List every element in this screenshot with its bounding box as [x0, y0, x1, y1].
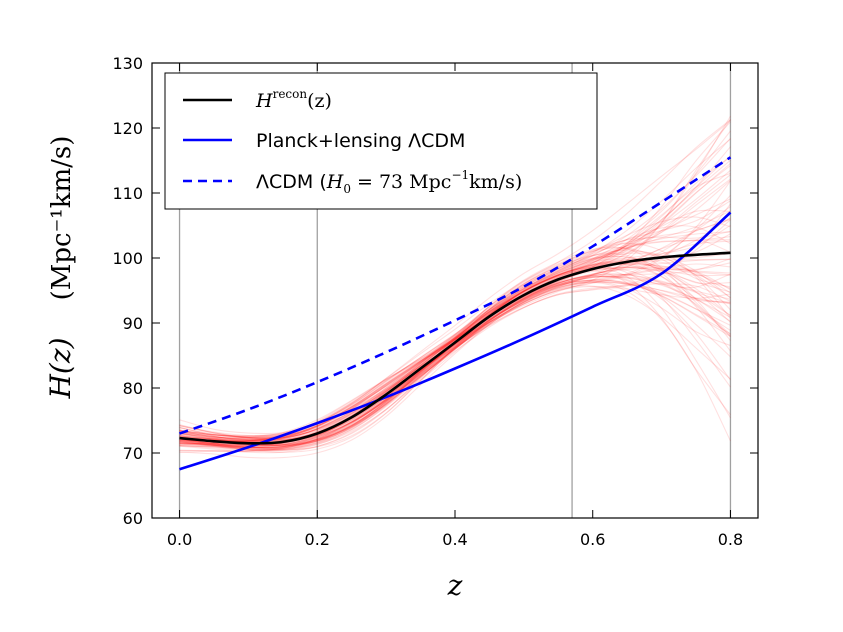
reconstruction-sample-curve — [179, 225, 731, 448]
reconstruction-sample-curve — [179, 115, 731, 439]
x-tick-label: 0.6 — [580, 530, 605, 549]
reconstruction-sample-curve — [179, 275, 731, 454]
reconstruction-sample-curve — [179, 120, 731, 435]
reconstruction-sample-curve — [179, 137, 731, 437]
reconstruction-sample-curve — [179, 261, 731, 452]
legend-recon-sup: recon — [273, 87, 308, 101]
reconstruction-sample-curve — [179, 285, 731, 451]
reconstruction-sample-curve — [179, 273, 731, 452]
x-axis-ticks: 0.0 0.2 0.4 0.6 0.8 — [167, 63, 743, 549]
x-tick-label: 0.2 — [305, 530, 330, 549]
reconstruction-sample-curve — [179, 209, 731, 447]
series-line-1 — [179, 211, 732, 471]
legend-lcdm73-exp: −1 — [451, 168, 469, 182]
y-tick-label: 70 — [123, 444, 143, 463]
reconstruction-sample-curve — [179, 130, 731, 437]
reconstruction-sample-curve — [179, 267, 731, 443]
y-tick-label: 120 — [112, 119, 143, 138]
legend-lcdm73-tail: = 73 Mpc — [351, 171, 451, 193]
reconstruction-sample-curve — [179, 242, 731, 450]
y-tick-label: 90 — [123, 314, 143, 333]
legend: Hrecon(z) Planck+lensing ΛCDM ΛCDM (H0 =… — [164, 72, 598, 210]
y-axis-units: (Mpc⁻¹km/s) — [47, 136, 77, 301]
reconstruction-sample-curve — [179, 217, 731, 439]
y-axis-ticks: 60 70 80 90 100 110 120 130 — [112, 54, 758, 528]
x-axis-label: z — [447, 569, 463, 602]
reconstruction-sample-curve — [179, 267, 731, 453]
reconstruction-sample-curve — [179, 236, 731, 442]
reconstruction-sample-curve — [179, 280, 731, 446]
reconstruction-sample-curve — [179, 263, 731, 447]
reconstruction-sample-curve — [179, 216, 731, 446]
legend-lcdm73-h: H — [326, 171, 344, 193]
reconstruction-sample-curve — [179, 281, 731, 447]
legend-label-recon: Hrecon(z) — [255, 87, 332, 112]
reconstruction-sample-curve — [179, 172, 731, 446]
reconstruction-sample-curve — [179, 119, 731, 438]
reconstruction-sample-curve — [179, 273, 731, 441]
reconstruction-sample-curve — [179, 273, 731, 447]
reconstruction-sample-curve — [179, 283, 731, 453]
legend-label-lcdm73: ΛCDM (H0 = 73 Mpc−1km/s) — [256, 168, 522, 196]
reconstruction-sample-curve — [179, 275, 731, 447]
y-axis-title: H(z) (Mpc⁻¹km/s) — [44, 136, 77, 400]
reconstruction-sample-curve — [179, 249, 731, 446]
reconstruction-sample-curve — [179, 269, 731, 451]
reconstruction-sample-curve — [179, 200, 731, 438]
reconstruction-sample-curve — [179, 178, 731, 442]
reconstruction-sample-curve — [179, 169, 731, 439]
reconstruction-sample-curve — [179, 246, 731, 446]
series-line-2 — [179, 156, 732, 435]
reconstruction-sample-curve — [179, 179, 731, 438]
y-tick-label: 60 — [123, 509, 143, 528]
legend-recon-tail: (z) — [307, 90, 332, 112]
reconstruction-sample-curve — [179, 276, 731, 449]
reconstruction-sample-curve — [179, 285, 731, 445]
legend-lcdm73-end: km/s) — [469, 171, 522, 193]
reconstruction-sample-curve — [179, 180, 731, 439]
y-tick-label: 130 — [112, 54, 143, 73]
series-lines — [179, 156, 732, 471]
legend-label-planck: Planck+lensing ΛCDM — [256, 130, 465, 152]
reconstruction-sample-curve — [179, 279, 731, 445]
series-line-0 — [179, 251, 731, 445]
x-tick-label: 0.4 — [442, 530, 467, 549]
x-tick-label: 0.0 — [167, 530, 192, 549]
reconstruction-sample-curve — [179, 267, 731, 449]
legend-box — [164, 72, 598, 210]
reconstruction-sample-curve — [179, 268, 731, 452]
y-axis-label: H(z) — [44, 337, 77, 399]
y-tick-label: 100 — [112, 249, 143, 268]
reconstruction-sample-curve — [179, 281, 731, 459]
x-tick-label: 0.8 — [718, 530, 743, 549]
legend-recon-main: H — [255, 90, 273, 112]
reconstruction-sample-curve — [179, 219, 731, 445]
reconstruction-sample-curve — [179, 266, 731, 452]
reconstruction-sample-curve — [179, 263, 731, 448]
legend-lcdm73-sub: 0 — [343, 182, 351, 196]
reconstruction-sample-curve — [179, 146, 731, 437]
reconstruction-sample-curve — [179, 281, 731, 450]
reconstruction-sample-curve — [179, 279, 731, 449]
reconstruction-sample-curve — [179, 247, 731, 442]
reconstruction-sample-curve — [179, 224, 731, 439]
y-tick-label: 80 — [123, 379, 143, 398]
y-tick-label: 110 — [112, 184, 143, 203]
reconstruction-sample-curve — [179, 274, 731, 450]
reconstruction-sample-curve — [179, 138, 731, 440]
legend-lcdm73-main: ΛCDM ( — [256, 171, 327, 193]
reconstruction-sample-curve — [179, 258, 731, 443]
reconstruction-sample-curve — [179, 240, 731, 447]
